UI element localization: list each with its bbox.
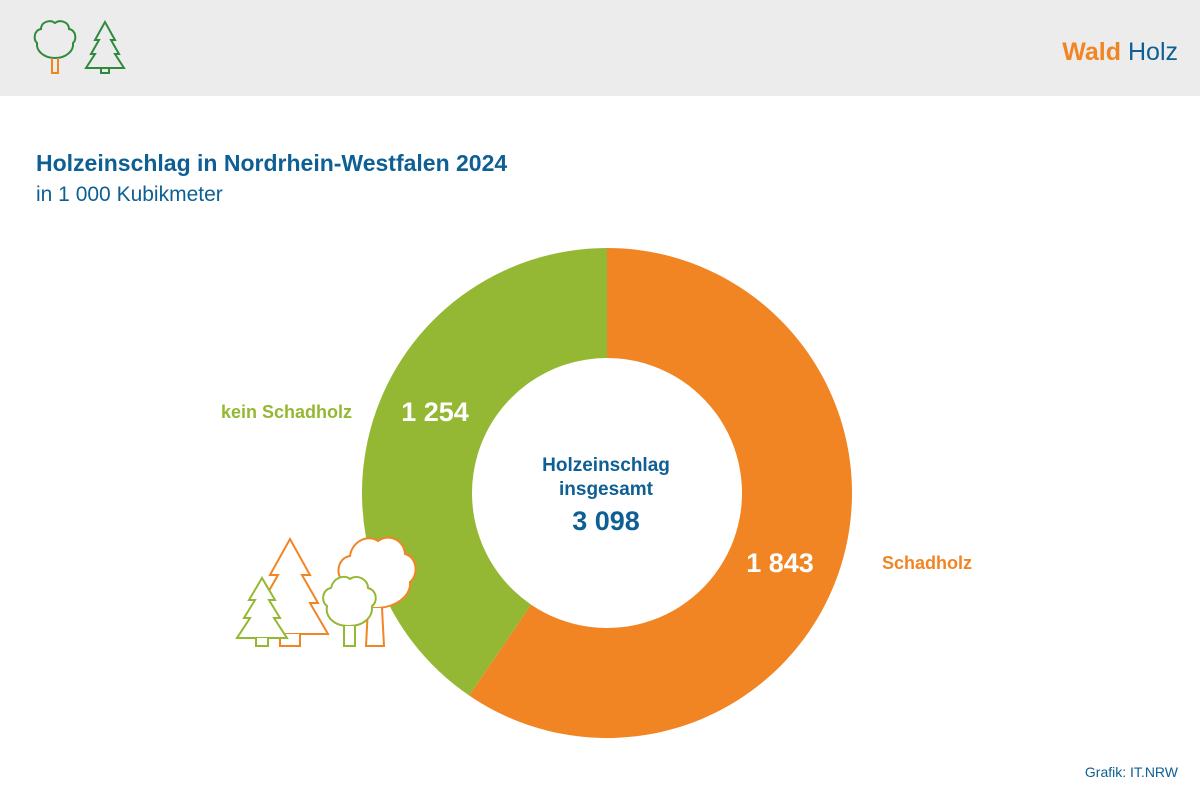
slice-value-label-schadholz: 1 843 — [746, 548, 814, 578]
chart-subtitle: in 1 000 Kubikmeter — [36, 183, 223, 206]
forest-illustration — [235, 536, 417, 647]
brand-word-wald: Wald — [1062, 38, 1122, 66]
center-total-value: 3 098 — [572, 506, 640, 536]
header-bar: Wald Holz — [0, 0, 1200, 96]
deciduous-tree-icon — [33, 20, 77, 74]
slice-name-label-schadholz: Schadholz — [882, 553, 972, 573]
donut-slice-schadholz — [469, 248, 852, 739]
conifer-tree-icon — [84, 19, 126, 74]
chart-title: Holzeinschlag in Nordrhein-Westfalen 202… — [36, 150, 508, 176]
brand-word-holz: Holz — [1127, 38, 1178, 66]
slice-name-label-kein-schadholz: kein Schadholz — [221, 402, 352, 422]
donut-slice-kein-schadholz — [362, 248, 607, 696]
donut-slices — [362, 248, 852, 739]
small-deciduous-green-icon — [322, 575, 377, 647]
slice-value-label-kein-schadholz: 1 254 — [401, 397, 469, 427]
center-label-line2: insgesamt — [559, 479, 654, 500]
brand-logo-text: Wald Holz — [1062, 38, 1178, 67]
center-label-line1: Holzeinschlag — [542, 455, 670, 476]
header-tree-icons — [33, 19, 126, 74]
source-credit: Grafik: IT.NRW — [1084, 764, 1178, 780]
small-conifer-green-icon — [235, 576, 289, 647]
